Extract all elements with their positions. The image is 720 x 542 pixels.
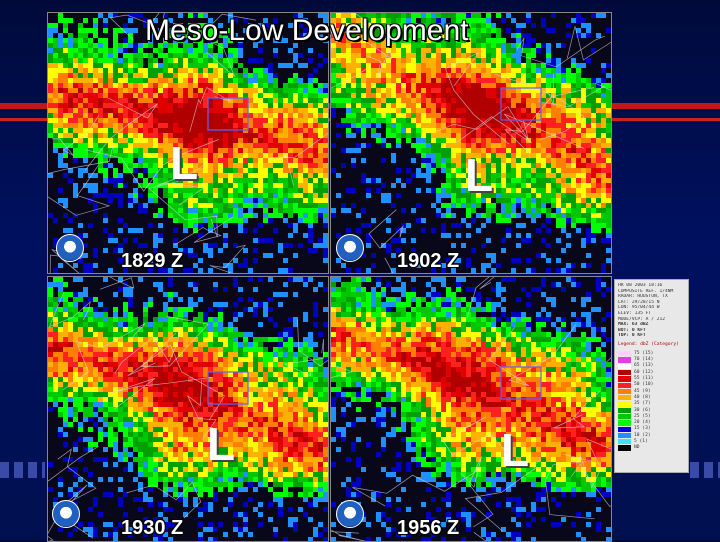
legend-entry-label: 60 (12): [634, 369, 654, 375]
decorative-dots-right: [690, 462, 720, 478]
legend-entry-label: 45 (9): [634, 388, 651, 394]
legend-entry: 30 (6): [618, 407, 685, 413]
legend-entry-label: 50 (10): [634, 382, 654, 388]
legend-entry-label: 35 (7): [634, 401, 651, 407]
legend-entry-label: 65 (13): [634, 363, 654, 369]
legend-info-line: HR 08 2003 18:16: [618, 283, 663, 288]
radar-reflectivity-image: [331, 13, 611, 273]
legend-entry: 40 (8): [618, 395, 685, 401]
legend-entry-label: 70 (14): [634, 357, 654, 363]
noaa-logo-icon: [52, 500, 80, 528]
radar-panel-4: [330, 276, 612, 542]
legend-entry-label: 15 (3): [634, 426, 651, 432]
radar-panel-1: [47, 12, 329, 274]
legend-entry: 60 (12): [618, 369, 685, 376]
legend-title: Legend: dbZ (Category): [618, 341, 679, 347]
legend-entry: 35 (7): [618, 401, 685, 407]
panel-time-label: 1829 Z: [121, 250, 184, 272]
radar-reflectivity-image: [48, 277, 328, 541]
legend-info-line: RADAR: HOUSTON, TX: [618, 294, 668, 300]
legend-entry: 10 (2): [618, 432, 685, 439]
legend-entry: 75 (15): [618, 351, 685, 357]
legend-entry: 20 (4): [618, 420, 685, 426]
legend-swatch: [618, 439, 631, 445]
legend-info-line: TOP: 0 KFT: [618, 333, 646, 339]
legend-entry-label: ND: [634, 445, 640, 451]
legend-info-line: MODE/VCP: A / 212: [618, 316, 666, 322]
legend-info-line: LON: 95/04/44 W: [618, 305, 660, 311]
legend-entry-label: 30 (6): [634, 407, 651, 413]
legend-swatch: [618, 445, 631, 451]
legend-swatch: [618, 395, 631, 401]
low-pressure-marker-2: L: [465, 149, 494, 201]
decorative-dots-left: [0, 462, 45, 478]
radar-panel-3: [47, 276, 329, 542]
legend-header: HR 08 2003 18:16 COMPOSITE REF. 1/4NM RADA…: [618, 283, 685, 339]
legend-swatch: [618, 388, 631, 395]
legend-entry: 50 (10): [618, 382, 685, 388]
legend-info-line: COMPOSITE REF. 1/4NM: [618, 288, 674, 294]
noaa-logo-icon: [336, 500, 364, 528]
low-pressure-marker-1: L: [170, 137, 199, 189]
legend-swatch: [618, 382, 631, 388]
legend-swatch: [618, 363, 631, 369]
legend-entry-label: 75 (15): [634, 350, 654, 356]
legend-swatch: [618, 432, 631, 439]
legend-entry: 45 (9): [618, 388, 685, 395]
radar-panel-2: [330, 12, 612, 274]
legend-swatch: [618, 407, 631, 413]
legend-entry-label: 40 (8): [634, 394, 651, 400]
legend-swatch: [618, 414, 631, 420]
legend-entry: 65 (13): [618, 363, 685, 369]
legend-info-line: BOT: 0 KFT: [618, 327, 646, 333]
legend-swatch: [618, 426, 631, 432]
panel-time-label: 1956 Z: [397, 517, 460, 539]
legend-info-line: MAX: 63 dBZ: [618, 322, 649, 328]
legend-entry-label: 20 (4): [634, 420, 651, 426]
low-pressure-marker-4: L: [501, 424, 530, 476]
legend-entry: 5 (1): [618, 439, 685, 445]
legend-entry-label: 10 (2): [634, 432, 651, 438]
legend-entry-label: 55 (11): [634, 376, 654, 382]
legend-swatch: [618, 351, 631, 357]
noaa-logo-icon: [336, 234, 364, 262]
legend-swatch: [618, 420, 631, 426]
legend-info-line: LAT: 29/28/15 N: [618, 299, 660, 305]
panel-time-label: 1902 Z: [397, 250, 460, 272]
legend-color-scale: 75 (15) 70 (14) 65 (13) 60 (12) 55 (11) 50 (1…: [618, 351, 685, 452]
noaa-logo-icon: [56, 234, 84, 262]
legend-swatch: [618, 369, 631, 376]
radar-reflectivity-image: [48, 13, 328, 273]
legend-entry: 15 (3): [618, 426, 685, 432]
legend-entry: 55 (11): [618, 376, 685, 382]
legend-entry-label: 5 (1): [634, 439, 648, 445]
legend-entry: 25 (5): [618, 414, 685, 420]
low-pressure-marker-3: L: [207, 418, 236, 470]
radar-legend: HR 08 2003 18:16 COMPOSITE REF. 1/4NM RADA…: [614, 279, 689, 473]
legend-swatch: [618, 376, 631, 382]
legend-swatch: [618, 357, 631, 363]
legend-entry-label: 25 (5): [634, 413, 651, 419]
legend-entry: 70 (14): [618, 357, 685, 363]
legend-entry: ND: [618, 445, 685, 451]
radar-reflectivity-image: [331, 277, 611, 541]
slide-title: Meso-Low Development: [145, 14, 469, 47]
legend-swatch: [618, 401, 631, 407]
panel-time-label: 1930 Z: [121, 517, 184, 539]
legend-info-line: ELEV: 135 FT: [618, 310, 652, 316]
